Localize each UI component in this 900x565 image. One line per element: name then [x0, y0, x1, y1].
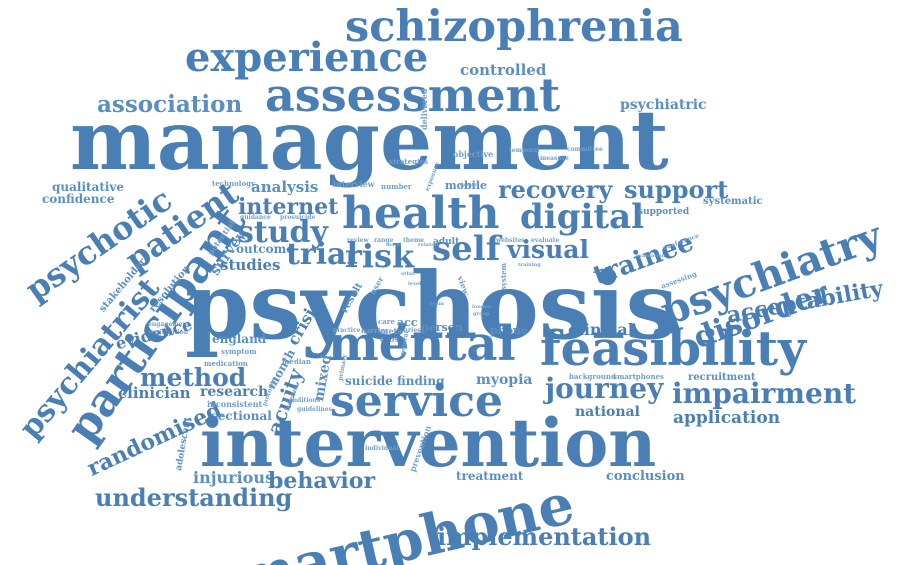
- word: interview: [333, 179, 375, 189]
- word: mood: [386, 242, 402, 248]
- word: clinician: [118, 384, 191, 402]
- word: technology: [212, 179, 256, 188]
- word: systematic: [703, 196, 763, 207]
- word: health: [342, 188, 500, 239]
- word: mobile: [445, 179, 488, 192]
- word: method: [140, 363, 247, 392]
- word: group: [473, 311, 490, 317]
- word: outcome: [236, 242, 294, 256]
- word: delivered: [419, 88, 429, 130]
- word: studies: [220, 256, 281, 274]
- word: smartphones: [613, 372, 664, 381]
- word: registration: [148, 329, 189, 336]
- word: training: [518, 262, 541, 268]
- word: evaluate: [531, 237, 560, 244]
- word: myopia: [476, 372, 533, 388]
- word: study: [237, 215, 328, 250]
- word: application: [673, 408, 781, 428]
- word: barrier: [361, 326, 389, 335]
- word: confidence: [42, 192, 115, 206]
- word: controlled: [460, 61, 547, 79]
- word: assessment: [265, 68, 561, 122]
- word: theme: [403, 237, 425, 244]
- word: psychiatric: [620, 97, 707, 113]
- word: intervention: [200, 404, 657, 482]
- word: individual: [365, 445, 399, 452]
- word: adult: [433, 237, 460, 247]
- word: prosuicide: [280, 214, 316, 221]
- word: person: [421, 321, 464, 334]
- word: conclusion: [606, 469, 685, 484]
- word: aries: [404, 327, 421, 334]
- word: impairment: [672, 377, 857, 410]
- word: practice: [333, 327, 361, 334]
- word: injurious: [193, 468, 274, 487]
- word: service: [330, 376, 504, 427]
- word: association: [97, 91, 243, 118]
- word: measure: [540, 155, 569, 162]
- word: guidelines: [297, 406, 332, 413]
- word: acc: [397, 316, 418, 329]
- word: sectional: [211, 409, 272, 423]
- word: temporal: [509, 147, 540, 154]
- word: recruitment: [688, 372, 756, 383]
- word: england: [212, 332, 267, 346]
- word: websites: [496, 237, 525, 244]
- word: ethic: [401, 271, 416, 277]
- word: review: [347, 237, 369, 244]
- word: team: [430, 301, 445, 307]
- word: guidance: [240, 214, 271, 221]
- word: self: [432, 229, 501, 269]
- word: national: [575, 404, 640, 420]
- word: journey: [545, 372, 664, 405]
- word: trial: [286, 237, 358, 272]
- word: objective: [453, 149, 494, 159]
- word: experience: [185, 34, 429, 81]
- word: visual: [507, 235, 589, 264]
- word: system: [499, 262, 508, 290]
- word: strategies: [389, 157, 429, 166]
- word: evaluation: [636, 253, 666, 259]
- word: management: [70, 93, 669, 189]
- word: behavior: [268, 468, 376, 494]
- word: recovery: [498, 175, 613, 204]
- word: internet: [238, 194, 339, 220]
- word: treatment: [456, 469, 524, 483]
- word: level: [408, 281, 422, 287]
- word: supported: [638, 207, 690, 217]
- word: psychosis: [185, 252, 678, 360]
- word: range: [374, 237, 394, 244]
- word: digital: [520, 197, 645, 237]
- word: related: [418, 242, 438, 248]
- word: inconsistent: [207, 399, 263, 409]
- word: london: [472, 304, 492, 310]
- word: cross: [380, 334, 404, 344]
- word: median: [282, 357, 312, 366]
- word: schizophrenia: [345, 2, 683, 52]
- word: feasibility: [540, 321, 806, 377]
- word: qualitative: [52, 180, 125, 194]
- word: phone: [490, 324, 529, 337]
- word: meta: [380, 326, 403, 336]
- word: background: [569, 372, 616, 381]
- word: conditions: [285, 397, 321, 404]
- word: clinical: [568, 320, 634, 339]
- word: committee: [567, 146, 603, 153]
- word: mental: [328, 316, 516, 372]
- word: research: [200, 384, 269, 400]
- word: symptom: [221, 347, 257, 356]
- word: number: [381, 182, 412, 191]
- word: implementation: [437, 522, 652, 551]
- word: suicide: [345, 374, 393, 388]
- word: care: [378, 317, 395, 326]
- word: engagement: [148, 321, 190, 328]
- word: finding: [397, 374, 445, 388]
- word: medication: [204, 359, 248, 368]
- word: understanding: [95, 483, 293, 512]
- word: design: [460, 182, 479, 188]
- word: risk: [345, 237, 415, 275]
- word: analysis: [251, 178, 319, 196]
- word: support: [624, 175, 729, 204]
